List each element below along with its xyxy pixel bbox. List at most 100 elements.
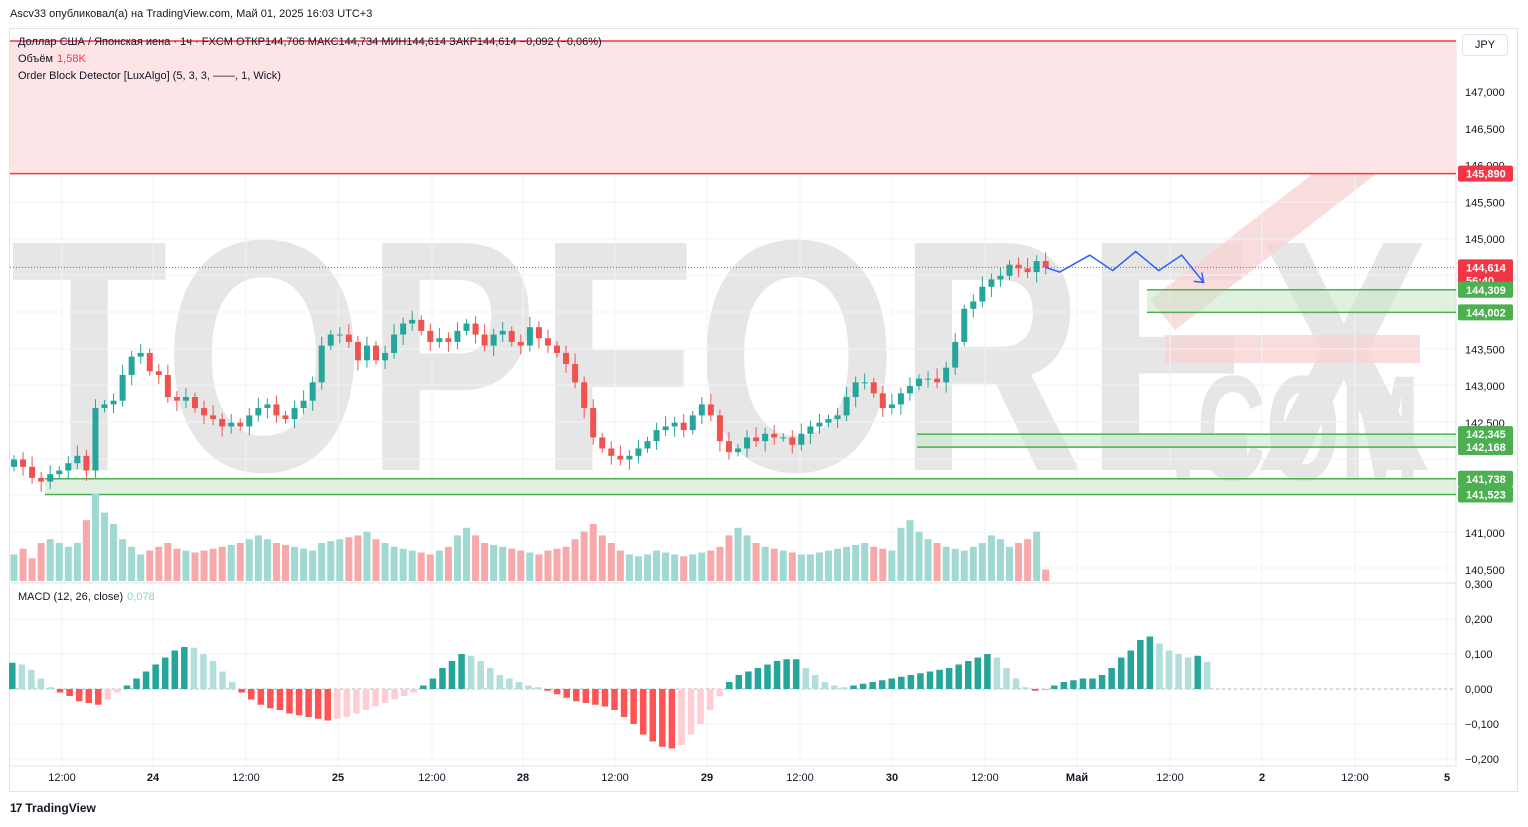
macd-bar	[305, 689, 312, 717]
macd-bar	[974, 657, 982, 689]
macd-legend: MACD (12, 26, close) 0,078	[18, 591, 155, 603]
volume-bar	[46, 539, 54, 581]
candle-body	[300, 400, 307, 409]
volume-bar	[562, 546, 570, 581]
volume-bar	[300, 548, 308, 581]
macd-bar	[716, 689, 723, 696]
candle-body	[535, 327, 542, 339]
volume-bar	[119, 539, 127, 581]
price-tick-label: 146,500	[1465, 124, 1505, 136]
volume-bar	[960, 550, 968, 581]
candle-body	[309, 382, 316, 401]
candle-body	[517, 341, 524, 346]
macd-bar	[601, 689, 609, 707]
macd-bar	[410, 689, 418, 693]
volume-bar	[725, 535, 733, 581]
macd-bar	[821, 682, 829, 689]
time-axis[interactable]: 12:00 24 12:00 25 12:00 28 12:00 29 12:00 30 12:00…	[48, 772, 1450, 784]
volume-bar	[363, 531, 371, 581]
macd-bar	[343, 689, 351, 717]
macd-bar	[936, 669, 943, 689]
tradingview-mark-icon: 17	[10, 801, 22, 815]
volume-bar	[589, 524, 597, 581]
volume-bar	[91, 493, 99, 581]
candle-body	[644, 441, 651, 449]
macd-bar	[18, 664, 26, 689]
candle-body	[852, 382, 859, 398]
volume-bar	[191, 552, 199, 581]
macd-bar	[477, 661, 484, 689]
candle-body	[735, 448, 741, 453]
candle-body	[354, 341, 361, 361]
candle-body	[934, 378, 941, 383]
currency-button[interactable]: JPY	[1462, 34, 1508, 56]
volume-bar	[580, 531, 588, 581]
macd-bar	[334, 689, 341, 719]
macd-tick-label: −0,100	[1465, 719, 1499, 731]
macd-bar	[639, 689, 647, 735]
volume-bar	[1015, 543, 1023, 581]
macd-bar	[37, 678, 45, 689]
volume-bar	[146, 550, 154, 581]
volume-bar	[951, 548, 959, 581]
volume-bar	[644, 554, 651, 581]
volume-bar	[797, 554, 805, 581]
tradingview-logo[interactable]: 17 TradingView	[10, 801, 96, 815]
macd-bar	[439, 668, 446, 689]
volume-bar	[345, 537, 353, 581]
macd-bar	[458, 654, 465, 689]
candle-body	[219, 419, 226, 427]
macd-bar	[1204, 661, 1211, 689]
candles	[11, 252, 1049, 492]
volume-bar	[336, 539, 344, 581]
candle-body	[182, 397, 189, 401]
volume-bar	[517, 550, 525, 581]
candle-body	[20, 459, 27, 467]
macd-bar	[9, 662, 16, 689]
volume-bar	[481, 543, 489, 581]
last-price-tag-text: 144,614	[1466, 262, 1507, 274]
macd-bar	[1079, 678, 1087, 689]
forecast-path	[1045, 250, 1205, 284]
candle-body	[554, 345, 560, 353]
volume-bar	[743, 535, 751, 581]
candle-body	[716, 415, 723, 442]
candle-body	[608, 448, 615, 456]
macd-bar	[553, 689, 561, 695]
volume-bar	[381, 543, 389, 581]
candle-body	[418, 319, 425, 331]
macd-bar	[286, 689, 293, 714]
time-tick-label: 12:00	[601, 772, 629, 784]
candle-body	[662, 426, 669, 431]
candle-body	[988, 279, 995, 287]
macd-bar	[1031, 689, 1039, 691]
macd-bar	[487, 668, 494, 689]
macd-bar	[1146, 636, 1154, 689]
price-axis[interactable]: 147,000146,500146,000145,500145,000143,5…	[1458, 87, 1513, 766]
candle-body	[897, 393, 904, 405]
macd-bar	[104, 689, 112, 700]
candle-body	[155, 371, 162, 375]
candle-body	[906, 386, 913, 394]
volume-bar	[761, 546, 769, 581]
macd-bar	[142, 671, 150, 689]
candle-body	[653, 430, 660, 442]
candle-body	[128, 356, 135, 375]
time-tick-label: 12:00	[971, 772, 999, 784]
volume-bar	[978, 543, 986, 581]
macd-bar	[917, 673, 924, 689]
macd-bar	[965, 661, 972, 689]
candle-body	[1033, 261, 1040, 273]
volume-bar	[879, 548, 887, 581]
macd-bar	[248, 689, 255, 700]
candle-body	[192, 397, 198, 409]
volume-bar	[155, 546, 163, 581]
macd-bar	[812, 675, 819, 689]
volume-bar	[815, 552, 823, 581]
order-block-price-tag	[1458, 470, 1513, 487]
macd-bar	[544, 689, 551, 691]
candle-body	[870, 382, 877, 394]
price-tick-label: 147,000	[1465, 87, 1505, 99]
candle-body	[925, 378, 932, 380]
